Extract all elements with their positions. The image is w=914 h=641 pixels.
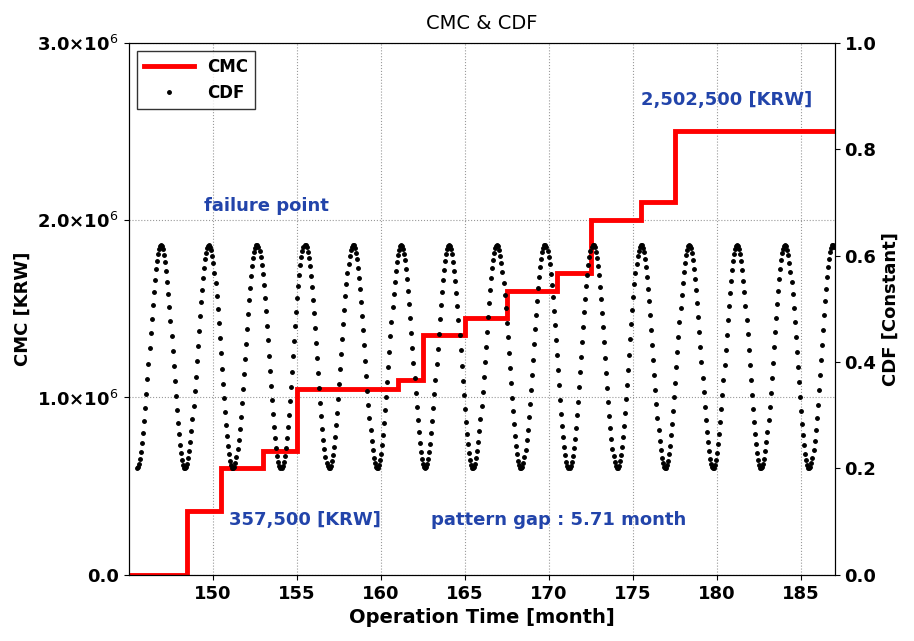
CMC [182,571,193,579]
CMC [586,216,597,224]
CMC [502,287,513,295]
CMC [670,127,681,135]
Text: 357,500 [KRW]: 357,500 [KRW] [229,511,381,529]
Line: CDF: CDF [133,242,838,472]
CMC [216,465,227,472]
CMC [216,508,227,515]
Y-axis label: CMC [KRW]: CMC [KRW] [14,252,32,366]
CMC [586,269,597,277]
CMC [829,127,840,135]
CMC [712,127,723,135]
CMC [670,199,681,206]
CMC [418,331,429,339]
CDF [452,307,463,315]
CMC [460,314,471,322]
Line: CMC: CMC [129,131,834,575]
CDF [167,347,178,354]
CDF [731,241,742,249]
CMC [258,465,269,472]
CDF [681,247,692,255]
CMC [460,331,471,339]
X-axis label: Operation Time [month]: Operation Time [month] [349,608,614,627]
CMC [502,314,513,322]
CMC [636,216,647,224]
CMC [292,447,303,454]
CMC [123,571,134,579]
CDF [829,244,840,252]
CMC [636,199,647,206]
Text: failure point: failure point [204,197,329,215]
CMC [552,287,563,295]
CMC [182,508,193,515]
Text: 2,502,500 [KRW]: 2,502,500 [KRW] [642,91,813,109]
CDF [810,433,821,441]
CDF [132,465,143,472]
CDF [471,454,482,462]
Text: pattern gap : 5.71 month: pattern gap : 5.71 month [431,511,686,529]
CMC [392,385,403,392]
CDF [809,437,820,445]
CMC [552,269,563,277]
CMC [418,376,429,383]
Title: CMC & CDF: CMC & CDF [426,14,537,33]
Y-axis label: CDF [Constant]: CDF [Constant] [882,232,900,386]
CMC [392,376,403,383]
Legend: CMC, CDF: CMC, CDF [137,51,255,109]
CMC [712,127,723,135]
CMC [258,447,269,454]
CMC [292,385,303,392]
